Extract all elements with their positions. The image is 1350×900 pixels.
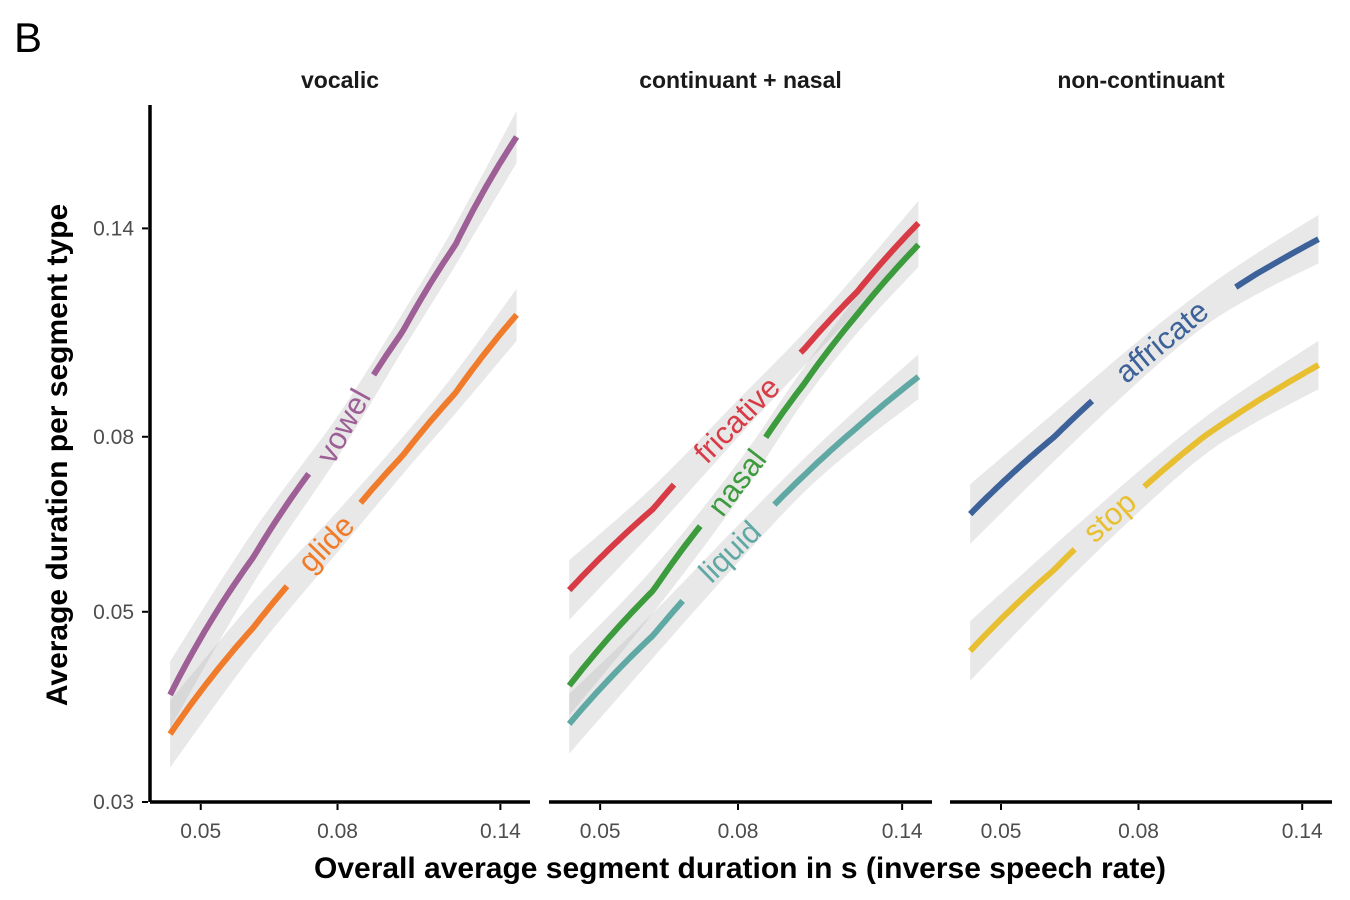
x-axis-title: Overall average segment duration in s (i…: [314, 852, 1166, 885]
panel-1: continuant + nasalfricativenasalliquid0.…: [549, 67, 932, 843]
panel-title: non-continuant: [1057, 67, 1225, 93]
x-tick-label: 0.05: [981, 820, 1022, 843]
confidence-band-liquid: [569, 354, 919, 754]
x-tick-label: 0.14: [480, 820, 521, 843]
series-line-nasal: [763, 242, 921, 439]
x-tick-label: 0.08: [317, 820, 358, 843]
y-axis: 0.03 0.05 0.08 0.14: [93, 105, 152, 814]
x-tick-label: 0.14: [882, 820, 923, 843]
y-tick-label: 0.14: [93, 217, 134, 240]
series-label-affricate: affricate: [1108, 293, 1215, 390]
panel-title: vocalic: [301, 67, 379, 93]
x-tick-label: 0.08: [1118, 820, 1159, 843]
series-line-liquid: [566, 598, 685, 726]
x-tick-label: 0.08: [718, 820, 759, 843]
series-line-glide: [358, 312, 519, 505]
series-line-vowel: [167, 472, 312, 697]
panel-title: continuant + nasal: [639, 67, 842, 93]
confidence-band-stop: [970, 340, 1319, 681]
series-label-vowel: vowel: [309, 383, 378, 469]
confidence-band-glide: [170, 288, 517, 768]
series-line-glide: [167, 584, 290, 736]
series-line-fricative: [567, 482, 677, 593]
series-line-stop: [967, 547, 1077, 654]
confidence-band-vowel: [170, 110, 517, 729]
y-tick-label: 0.05: [93, 601, 134, 624]
figure-tag: B: [14, 14, 42, 61]
y-axis-title: Average duration per segment type: [41, 204, 74, 706]
series-line-liquid: [772, 374, 921, 507]
x-tick-label: 0.14: [1282, 820, 1323, 843]
series-line-affricate: [1234, 236, 1320, 290]
x-tick-label: 0.05: [580, 820, 621, 843]
confidence-band-fricative: [569, 200, 919, 620]
series-line-affricate: [968, 398, 1095, 517]
x-tick-label: 0.05: [180, 820, 221, 843]
series-line-fricative: [798, 221, 921, 355]
y-tick-label: 0.03: [93, 791, 134, 814]
y-tick-label: 0.08: [93, 426, 134, 449]
series-line-vowel: [371, 135, 520, 377]
confidence-band-affricate: [970, 215, 1319, 544]
series-line-nasal: [566, 524, 703, 688]
series-line-stop: [1142, 362, 1320, 489]
